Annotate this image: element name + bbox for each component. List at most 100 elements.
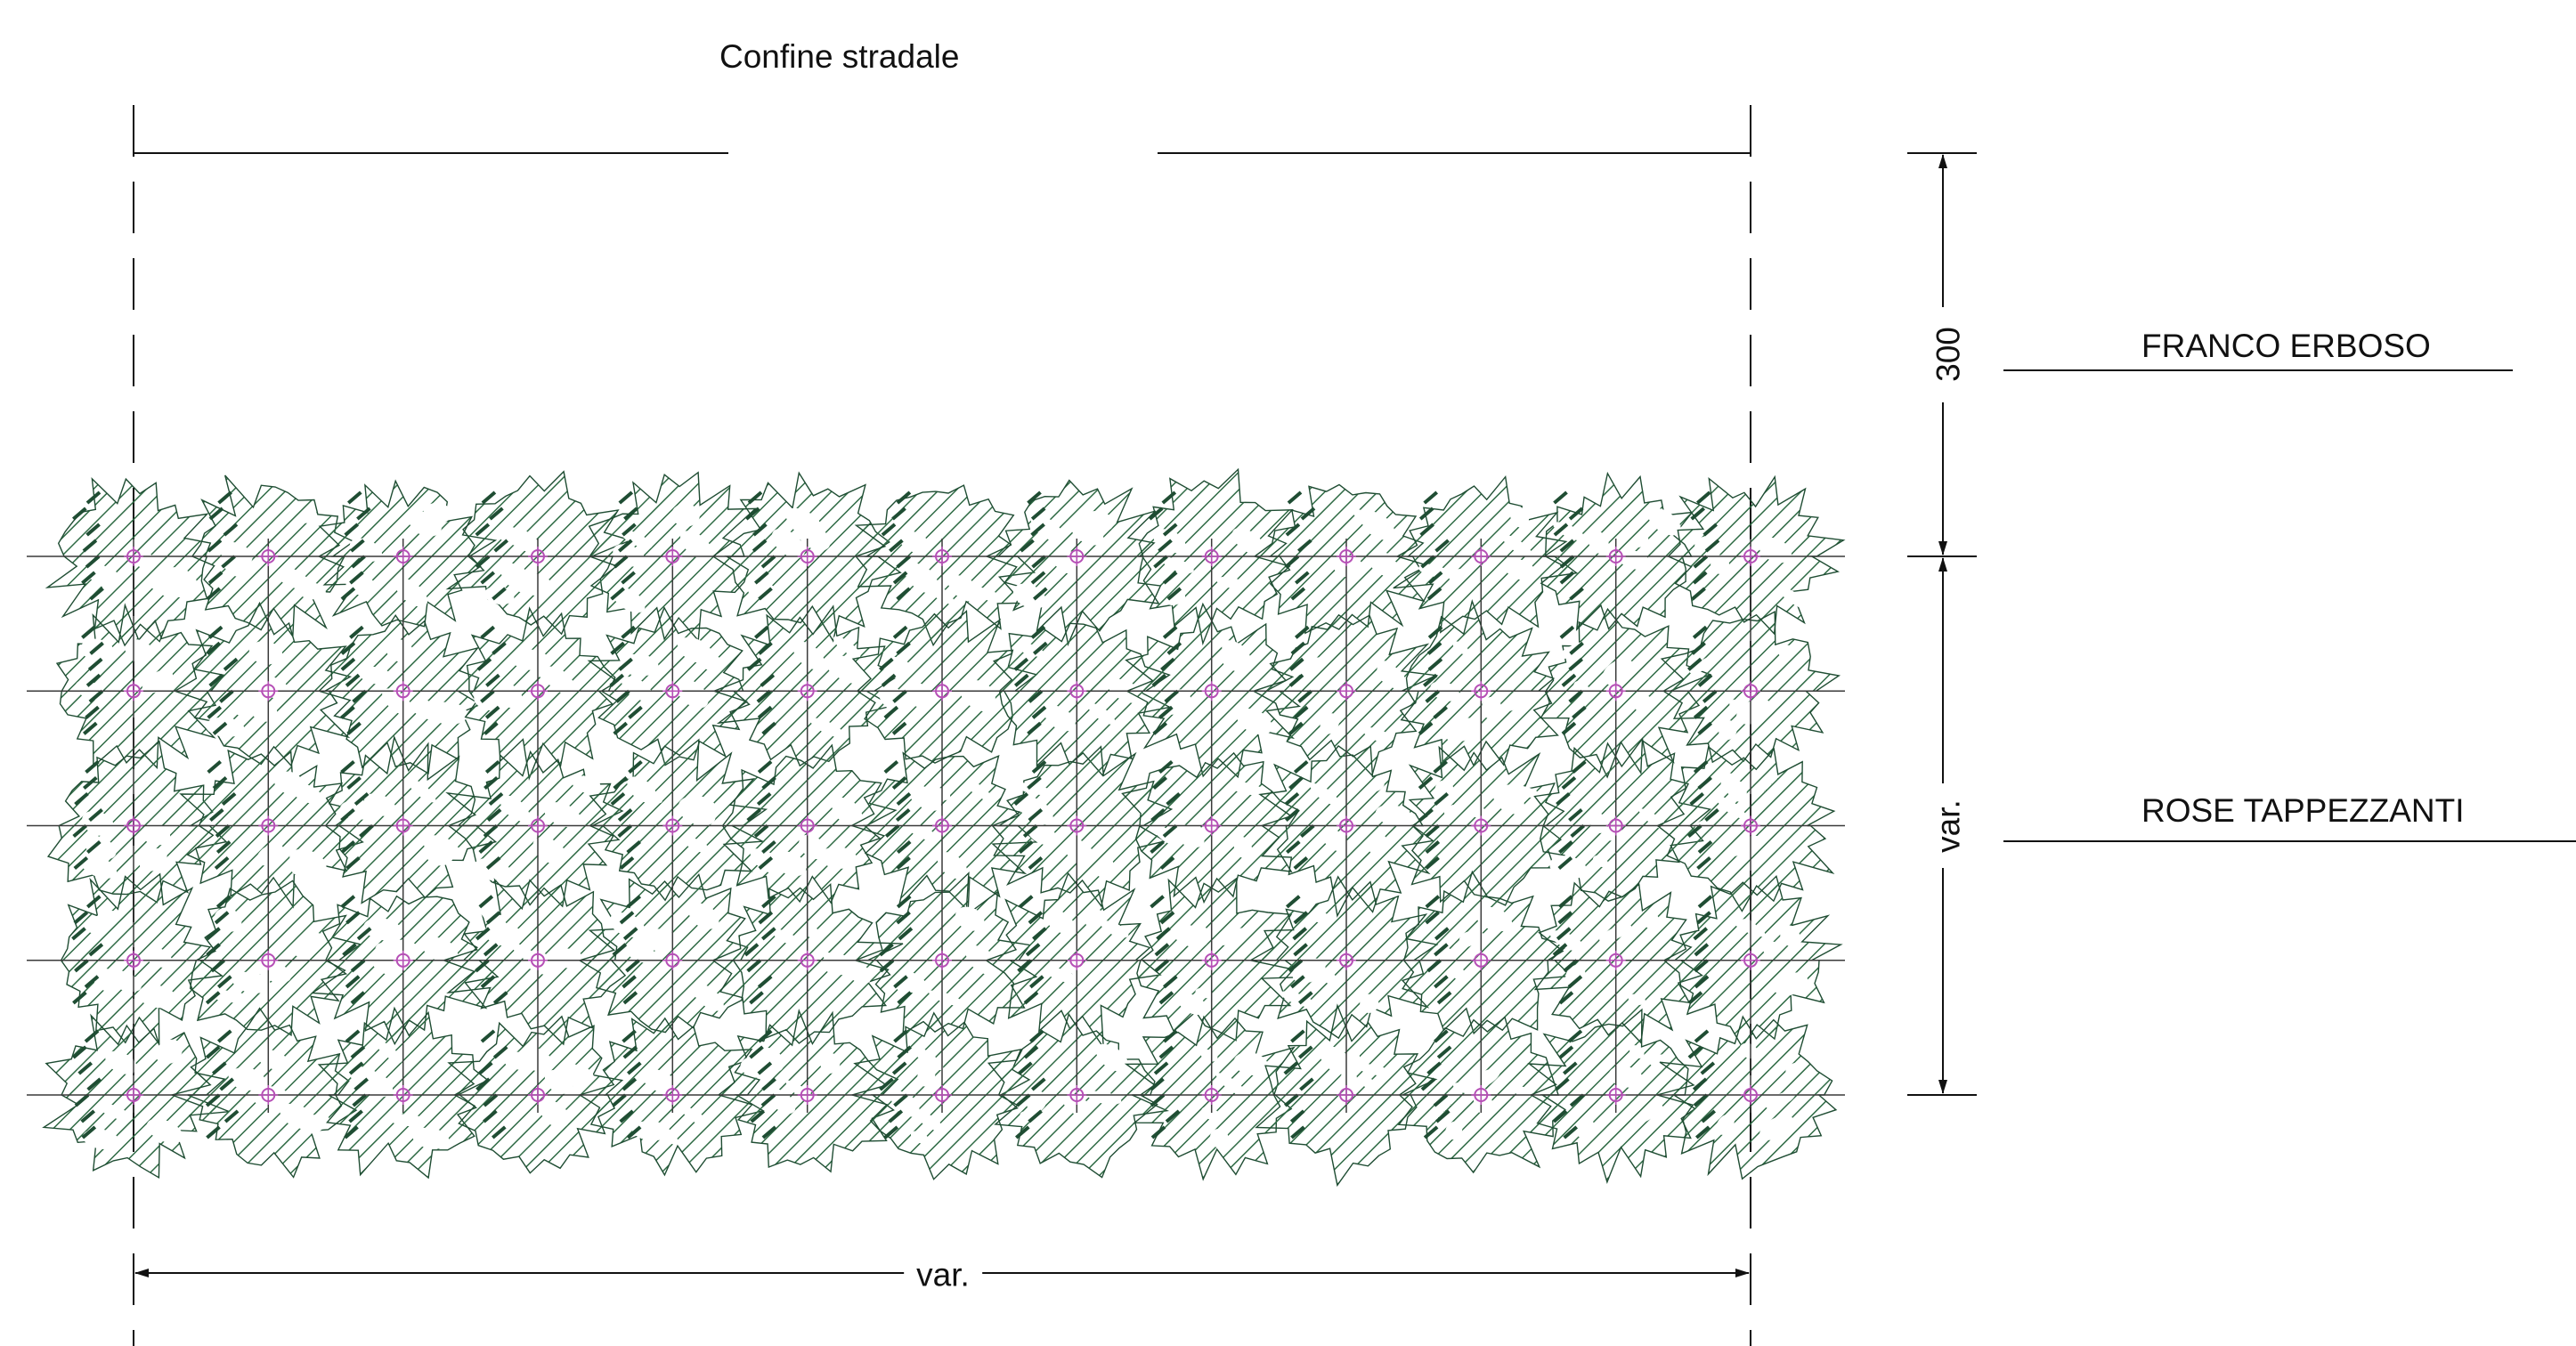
shadow-stroke [344, 523, 360, 537]
shadow-stroke [72, 1045, 87, 1059]
leaf-gap [1356, 1064, 1392, 1076]
shadow-stroke [72, 823, 88, 839]
shadow-stroke [74, 791, 89, 807]
shadow-stroke [1433, 1093, 1449, 1107]
rose-shrub-foliage [854, 484, 1036, 647]
leaf-gap [1320, 1046, 1353, 1075]
leaf-gap [1778, 645, 1794, 657]
shadow-stroke [1023, 1045, 1039, 1059]
shadow-stroke [1558, 1045, 1574, 1059]
leaf-gap [382, 688, 413, 717]
leaf-gap [1375, 804, 1413, 827]
shadow-stroke [1700, 1061, 1716, 1075]
leaf-gap [1509, 506, 1530, 528]
shadow-stroke [1161, 491, 1177, 505]
shadow-stroke [215, 839, 232, 855]
shadow-stroke [1434, 791, 1450, 807]
shadow-stroke [891, 507, 906, 521]
leaf-gap [422, 937, 459, 962]
plant-marker [1605, 547, 1626, 566]
leaf-gap [494, 684, 523, 708]
leaf-gap [907, 784, 942, 811]
leaf-gap [280, 1103, 317, 1130]
shadow-stroke [1166, 791, 1181, 807]
shadow-stroke [349, 571, 364, 585]
shadow-stroke [346, 775, 362, 791]
leaf-gap [98, 1103, 132, 1121]
shadow-stroke [1436, 1045, 1452, 1059]
rose-shrub [445, 750, 624, 908]
leaf-gap [214, 907, 242, 932]
leaf-gap [256, 1049, 290, 1071]
shadow-stroke [210, 959, 226, 973]
shadow-stroke [1702, 523, 1719, 537]
shadow-stroke [1562, 1061, 1578, 1075]
rose-shrub-foliage [1654, 1015, 1838, 1180]
shadow-stroke [1434, 1029, 1449, 1043]
shadow-stroke [1293, 705, 1309, 719]
rose-shrub [45, 477, 212, 647]
shadow-stroke [475, 1077, 491, 1091]
shadow-stroke [626, 1061, 642, 1075]
leaf-gap [1759, 1115, 1794, 1140]
shadow-stroke [1288, 721, 1304, 735]
shadow-stroke [1031, 705, 1047, 719]
shadow-stroke [1030, 507, 1046, 521]
shadow-stroke [340, 657, 356, 671]
plant-marker [1201, 815, 1222, 836]
shadow-stroke [1153, 1061, 1169, 1075]
shadow-stroke [609, 673, 625, 687]
rose-shrub [578, 1017, 765, 1177]
shadow-stroke [1557, 855, 1573, 871]
leaf-gap [1044, 909, 1076, 935]
shadow-stroke [891, 1061, 907, 1075]
plant-marker [528, 815, 548, 836]
leaf-gap [142, 823, 171, 846]
plant-marker [1471, 1085, 1491, 1105]
leaf-gap [809, 718, 845, 738]
shadow-stroke [1153, 555, 1168, 569]
shadow-stroke [1027, 491, 1042, 505]
leaf-gap [1711, 555, 1730, 574]
leaf-gap [820, 1053, 841, 1074]
shadow-stroke [1164, 689, 1180, 703]
leaf-gap [1589, 531, 1609, 554]
leaf-gap [830, 658, 862, 684]
leaf-gap [212, 990, 248, 1003]
rose-shrub-foliage [46, 740, 228, 904]
shadow-stroke [893, 1093, 908, 1107]
shadow-stroke [622, 975, 637, 989]
leaf-gap [1012, 583, 1046, 609]
leaf-gap [572, 775, 601, 793]
shadow-stroke [1162, 523, 1178, 537]
plant-marker [1741, 1085, 1760, 1105]
plant-marker [1067, 950, 1087, 970]
shadow-stroke [891, 775, 907, 791]
leaf-gap [549, 948, 584, 969]
leaf-gap [139, 847, 167, 872]
leaf-gap [916, 1111, 943, 1131]
leaf-gap [256, 843, 284, 866]
leaf-gap [1553, 522, 1585, 541]
shadow-stroke [1423, 1125, 1439, 1139]
leaf-gap [1321, 828, 1349, 852]
shadow-stroke [896, 791, 912, 807]
shadow-stroke [84, 1029, 100, 1043]
shadow-stroke [883, 705, 899, 719]
leaf-gap [1642, 911, 1660, 930]
leaf-gap [1452, 641, 1468, 654]
shadow-stroke [1028, 689, 1044, 703]
plant-marker [393, 547, 413, 566]
leaf-gap [248, 641, 283, 665]
leaf-gap [296, 581, 326, 600]
shadow-stroke [892, 625, 908, 639]
plant-marker [662, 950, 683, 970]
rose-shrub [445, 470, 633, 636]
shadow-stroke [757, 705, 773, 719]
shadow-stroke [1568, 689, 1584, 703]
leaf-gap [772, 928, 800, 946]
leaf-gap [1449, 568, 1467, 581]
shadow-stroke [1695, 491, 1711, 505]
shadow-stroke [1288, 673, 1304, 687]
leaf-gap [1689, 653, 1721, 674]
